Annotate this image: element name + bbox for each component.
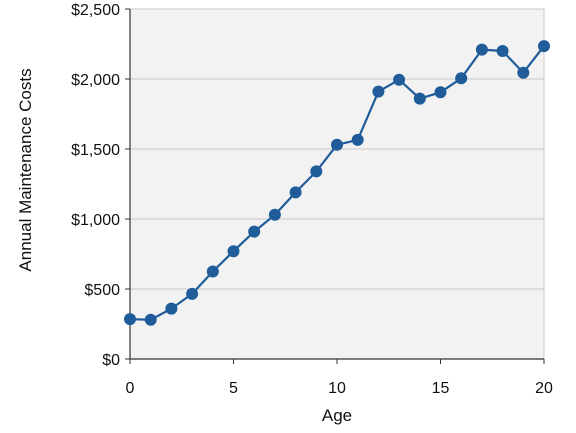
x-tick-label: 0 bbox=[126, 380, 135, 397]
data-point bbox=[372, 85, 385, 98]
data-point bbox=[144, 313, 157, 326]
x-axis-title: Age bbox=[322, 406, 352, 425]
data-point bbox=[186, 287, 199, 300]
y-tick-label: $500 bbox=[84, 282, 120, 299]
data-point bbox=[351, 133, 364, 146]
data-point bbox=[310, 165, 323, 178]
y-tick-label: $2,500 bbox=[71, 2, 120, 19]
x-tick-label: 5 bbox=[229, 380, 238, 397]
x-axis-ticks: 0 5 10 15 20 bbox=[126, 359, 553, 397]
data-point bbox=[227, 245, 240, 258]
y-axis-ticks: $0 $500 $1,000 $1,500 $2,000 $2,500 bbox=[71, 2, 130, 369]
y-tick-label: $1,500 bbox=[71, 142, 120, 159]
data-point bbox=[475, 43, 488, 56]
x-tick-label: 15 bbox=[432, 380, 450, 397]
x-tick-label: 10 bbox=[328, 380, 346, 397]
plot-area bbox=[130, 9, 544, 359]
series bbox=[124, 40, 550, 326]
data-point bbox=[517, 66, 530, 79]
data-point bbox=[206, 265, 219, 278]
data-point bbox=[413, 92, 426, 105]
y-tick-label: $2,000 bbox=[71, 72, 120, 89]
data-point bbox=[165, 302, 178, 315]
x-tick-label: 20 bbox=[535, 380, 553, 397]
data-point bbox=[331, 138, 343, 151]
data-point bbox=[248, 225, 261, 238]
y-tick-label: $1,000 bbox=[71, 212, 120, 229]
data-point bbox=[538, 40, 550, 53]
data-point bbox=[289, 186, 302, 199]
data-point bbox=[268, 208, 281, 221]
y-tick-label: $0 bbox=[102, 352, 120, 369]
data-point bbox=[434, 86, 447, 99]
data-point bbox=[496, 45, 509, 57]
y-axis-title: Annual Maintenance Costs bbox=[16, 68, 35, 271]
data-point bbox=[124, 313, 136, 326]
data-point bbox=[455, 72, 468, 85]
data-point bbox=[393, 73, 406, 86]
